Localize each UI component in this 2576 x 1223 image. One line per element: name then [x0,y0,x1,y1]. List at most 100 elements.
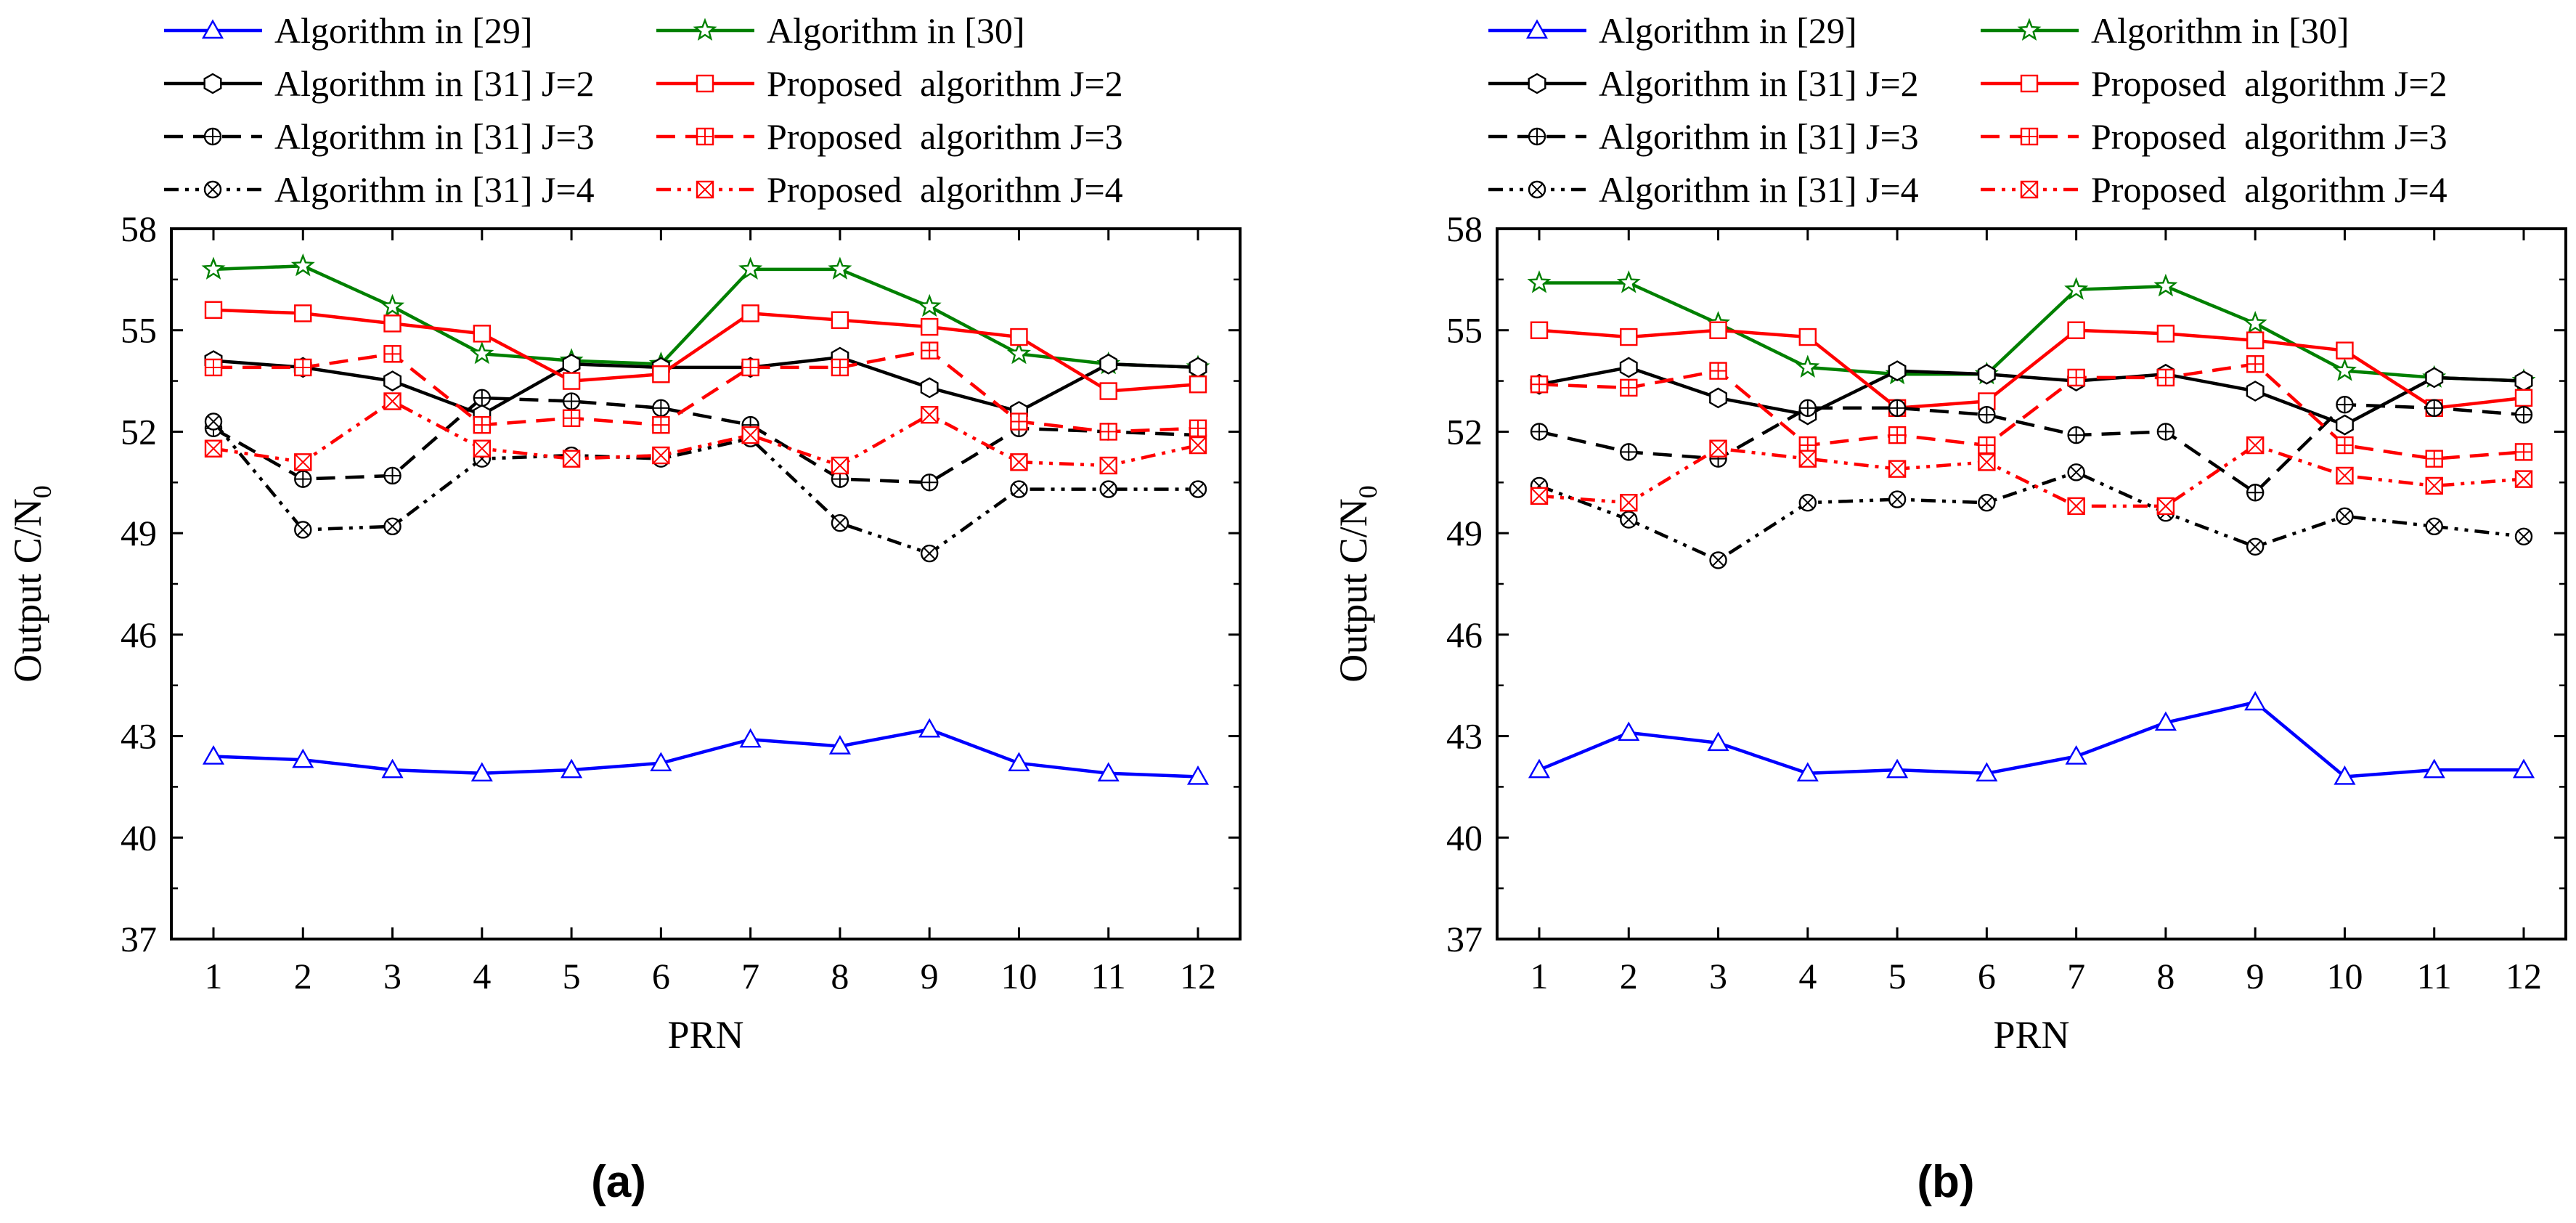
data-point-algorithm-in-29 [2423,758,2445,779]
data-point-proposed-algorithm-j-3 [2067,368,2085,387]
x-tick-label: 7 [741,956,759,996]
legend-label: Algorithm in [29] [274,10,533,51]
legend-item-algorithm-in-31-j-2: Algorithm in [31] J=2 [164,63,595,104]
legend-marker [693,17,717,41]
data-point-algorithm-in-31-j-3 [1530,423,1549,441]
data-point-algorithm-in-30 [2153,273,2178,297]
data-point-proposed-algorithm-j-2 [741,304,759,322]
y-tick-label: 43 [1446,716,1483,757]
data-point-algorithm-in-29 [470,762,493,782]
data-point-proposed-algorithm-j-3 [741,358,759,377]
data-point-proposed-algorithm-j-4 [831,456,849,475]
data-point-algorithm-in-30 [1796,354,1820,378]
data-point-proposed-algorithm-j-2 [473,325,492,343]
data-point-proposed-algorithm-j-3 [1189,419,1207,437]
data-point-proposed-algorithm-j-3 [294,358,312,377]
data-point-algorithm-in-30 [2332,358,2357,381]
data-point-algorithm-in-31-j-3 [294,470,312,488]
data-point-algorithm-in-31-j-4 [2425,517,2443,536]
data-point-proposed-algorithm-j-4 [2425,476,2443,495]
data-point-algorithm-in-31-j-3 [2425,399,2443,418]
panel-label: (a) [591,1157,646,1207]
legend-label: Proposed algorithm J=2 [767,63,1123,104]
x-tick-label: 5 [1888,956,1907,996]
data-point-algorithm-in-29 [2154,711,2177,731]
x-tick-label: 4 [473,956,491,996]
x-tick-label: 8 [2156,956,2174,996]
data-point-proposed-algorithm-j-3 [1010,413,1028,431]
legend-item-proposed-algorithm-j-2: Proposed algorithm J=2 [656,63,1123,104]
y-tick-label: 37 [121,919,157,959]
data-point-algorithm-in-31-j-2 [2425,367,2444,389]
data-point-algorithm-in-30 [738,256,763,280]
data-point-proposed-algorithm-j-3 [2425,450,2443,468]
data-point-proposed-algorithm-j-2 [562,372,581,390]
data-point-algorithm-in-31-j-4 [2067,463,2085,482]
legend-item-algorithm-in-31-j-3: Algorithm in [31] J=3 [1488,116,1919,157]
data-point-proposed-algorithm-j-3 [1888,426,1907,444]
data-point-algorithm-in-31-j-3 [2246,484,2265,502]
legend-marker [1528,73,1546,94]
data-point-proposed-algorithm-j-2 [1010,328,1028,346]
data-point-algorithm-in-29 [1618,721,1640,741]
data-point-proposed-algorithm-j-2 [383,314,402,333]
y-tick-label: 52 [121,411,157,452]
data-point-algorithm-in-29 [2244,691,2267,711]
x-tick-label: 3 [383,956,402,996]
data-point-proposed-algorithm-j-3 [383,345,402,363]
legend-label: Algorithm in [29] [1599,10,1857,51]
legend-item-algorithm-in-29: Algorithm in [29] [1488,10,1857,51]
legend-label: Proposed algorithm J=4 [2091,169,2447,210]
x-tick-label: 1 [205,956,223,996]
data-point-proposed-algorithm-j-2 [294,304,312,322]
legend-marker [2020,180,2039,199]
panel-label: (b) [1917,1157,1974,1207]
data-point-algorithm-in-31-j-4 [2514,527,2533,545]
legend-marker [2017,17,2042,41]
series-line-proposed-algorithm-j-3 [213,349,1199,434]
legend-item-algorithm-in-29: Algorithm in [29] [164,10,533,51]
x-tick-label: 6 [652,956,670,996]
data-point-proposed-algorithm-j-3 [920,341,939,359]
data-point-algorithm-in-30 [470,341,494,365]
data-point-algorithm-in-30 [2243,311,2267,334]
y-tick-label: 49 [121,513,157,553]
legend-item-proposed-algorithm-j-4: Proposed algorithm J=4 [656,169,1123,210]
data-point-algorithm-in-31-j-3 [383,466,402,485]
data-point-algorithm-in-31-j-4 [1709,551,1727,569]
data-point-algorithm-in-29 [381,758,404,779]
data-point-algorithm-in-30 [1006,341,1031,365]
legend-marker [1528,127,1546,146]
data-point-algorithm-in-29 [202,745,225,765]
data-point-proposed-algorithm-j-4 [1010,453,1028,471]
series-line-algorithm-in-29 [213,728,1199,779]
legend-label: Algorithm in [31] J=3 [1599,116,1919,157]
y-tick-label: 46 [121,614,157,655]
data-point-proposed-algorithm-j-2 [1099,382,1117,400]
data-point-proposed-algorithm-j-2 [2156,325,2175,343]
x-tick-label: 8 [831,956,849,996]
legend-item-proposed-algorithm-j-3: Proposed algorithm J=3 [1981,116,2447,157]
legend-marker [201,19,224,39]
data-point-algorithm-in-30 [290,253,315,277]
y-axis-label: Output C/N0 [6,485,57,683]
data-point-proposed-algorithm-j-3 [473,415,492,434]
data-point-proposed-algorithm-j-3 [1709,362,1727,380]
data-point-proposed-algorithm-j-3 [1620,378,1638,397]
data-point-proposed-algorithm-j-2 [920,317,939,336]
data-point-algorithm-in-31-j-3 [1620,443,1638,461]
x-tick-label: 12 [2506,956,2542,996]
data-point-algorithm-in-31-j-3 [562,392,581,410]
legend-marker [696,74,714,93]
data-point-algorithm-in-31-j-4 [1620,511,1638,529]
data-point-proposed-algorithm-j-4 [294,453,312,471]
data-point-proposed-algorithm-j-4 [383,392,402,410]
y-tick-label: 58 [121,208,157,249]
data-point-algorithm-in-31-j-3 [831,470,849,488]
data-point-proposed-algorithm-j-4 [562,450,581,468]
data-point-algorithm-in-30 [1527,270,1552,293]
data-point-proposed-algorithm-j-2 [2067,321,2085,339]
legend-label: Algorithm in [31] J=2 [1599,63,1919,104]
legend-marker [203,127,222,146]
